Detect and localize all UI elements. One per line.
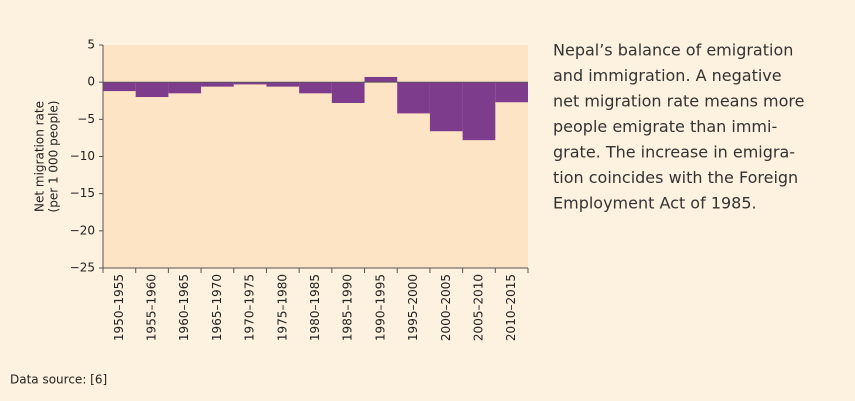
x-tick-label: 1955–1960 <box>145 274 159 341</box>
bar <box>299 82 332 94</box>
bar <box>495 82 528 103</box>
bar <box>103 82 136 92</box>
bar <box>266 82 300 87</box>
caption-line: net migration rate means more <box>553 92 804 111</box>
y-tick-label: −15 <box>70 186 95 200</box>
x-tick-label: 1960–1965 <box>177 274 191 341</box>
y-axis-title: Net migration rate <box>33 101 47 212</box>
caption-line: people emigrate than immi- <box>553 117 777 136</box>
x-tick-label: 1965–1970 <box>210 274 224 341</box>
bar <box>168 82 202 94</box>
y-axis-title: (per 1 000 people) <box>47 101 61 213</box>
x-tick-label: 1990–1995 <box>373 274 387 341</box>
bar <box>331 82 365 103</box>
y-tick-label: 5 <box>87 38 95 52</box>
x-tick-label: 1985–1990 <box>341 274 355 341</box>
bar <box>429 82 463 132</box>
caption-line: and immigration. A negative <box>553 66 782 85</box>
x-tick-label: 1995–2000 <box>406 274 420 341</box>
bar <box>462 82 496 141</box>
bar <box>397 82 430 114</box>
plot-area <box>103 45 528 268</box>
source: Data source: [6] <box>10 373 107 387</box>
caption-line: tion coincides with the Foreign <box>553 168 798 187</box>
x-tick-label: 2005–2010 <box>471 274 485 341</box>
x-tick-label: 2010–2015 <box>504 274 518 341</box>
x-tick-label: 1950–1955 <box>112 274 126 341</box>
y-tick-label: −20 <box>70 223 95 237</box>
caption-line: Nepal’s balance of emigration <box>553 41 793 60</box>
y-tick-label: −25 <box>70 261 95 275</box>
y-tick-label: −5 <box>77 112 95 126</box>
x-tick-label: 2000–2005 <box>439 274 453 341</box>
caption-line: grate. The increase in emigra- <box>553 143 795 162</box>
bar <box>364 76 398 83</box>
x-tick-label: 1975–1980 <box>275 274 289 341</box>
x-tick-label: 1980–1985 <box>308 274 322 341</box>
y-tick-label: 0 <box>87 75 95 89</box>
bar <box>201 82 234 87</box>
bar <box>233 82 267 85</box>
y-tick-label: −10 <box>70 149 95 163</box>
bar <box>135 82 169 98</box>
x-tick-label: 1970–1975 <box>243 274 257 341</box>
caption-line: Employment Act of 1985. <box>553 194 757 213</box>
